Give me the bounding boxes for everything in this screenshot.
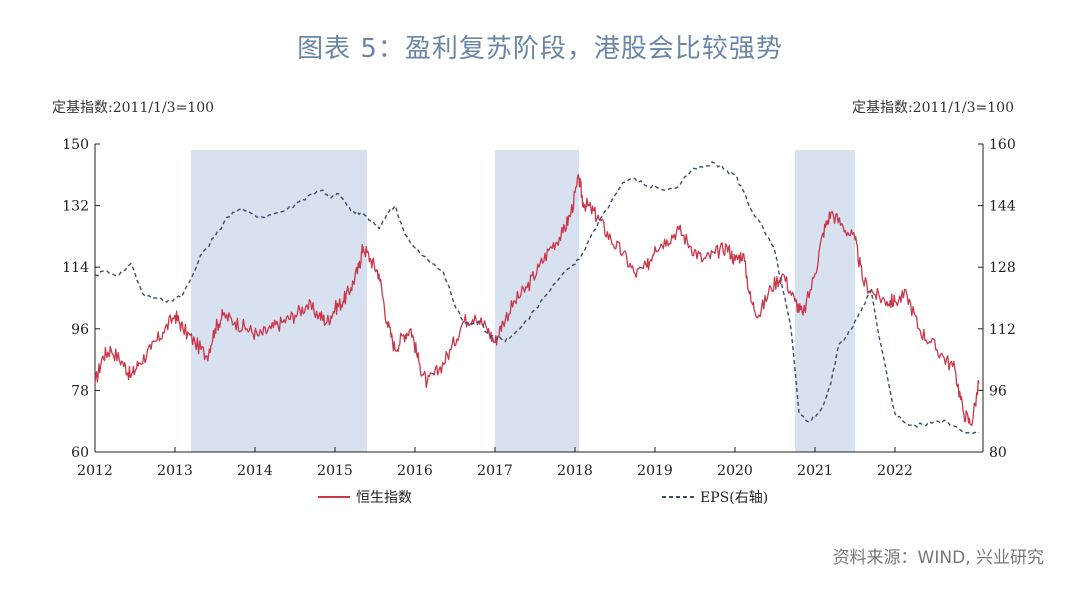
chart-title: 图表 5：盈利复苏阶段，港股会比较强势 xyxy=(297,34,783,64)
x-tick-label: 2021 xyxy=(797,463,833,479)
shaded-period-2 xyxy=(495,150,579,452)
x-tick-label: 2013 xyxy=(157,463,193,479)
shaded-periods xyxy=(191,150,855,452)
x-tick-label: 2017 xyxy=(477,463,513,479)
left-tick-label: 96 xyxy=(71,322,89,338)
axes: 60 78 96 114 132 150 80 96 112 128 144 160 2012 2013 2… xyxy=(62,137,1016,479)
right-tick-label: 144 xyxy=(989,199,1016,215)
legend-label-eps: EPS(右轴) xyxy=(700,490,768,506)
x-tick-label: 2018 xyxy=(557,463,593,479)
shaded-period-1 xyxy=(191,150,367,452)
x-tick-label: 2019 xyxy=(637,463,673,479)
legend-label-hsi: 恒生指数 xyxy=(356,490,412,506)
x-tick-label: 2015 xyxy=(317,463,353,479)
x-tick-label: 2014 xyxy=(237,463,273,479)
right-tick-label: 160 xyxy=(989,137,1016,153)
right-tick-label: 128 xyxy=(989,260,1016,276)
x-tick-label: 2022 xyxy=(877,463,913,479)
right-tick-label: 80 xyxy=(989,445,1007,461)
left-tick-label: 78 xyxy=(71,383,89,399)
left-tick-label: 132 xyxy=(62,199,89,215)
shaded-period-3 xyxy=(795,150,855,452)
x-tick-label: 2020 xyxy=(717,463,753,479)
x-tick-label: 2012 xyxy=(77,463,113,479)
x-tick-label: 2016 xyxy=(397,463,433,479)
left-tick-label: 114 xyxy=(62,260,89,276)
series-line-eps xyxy=(94,161,980,435)
left-tick-label: 60 xyxy=(71,445,89,461)
left-axis-unit-label: 定基指数:2011/1/3=100 xyxy=(52,100,215,116)
right-axis-unit-label: 定基指数:2011/1/3=100 xyxy=(851,100,1014,116)
left-tick-label: 150 xyxy=(62,137,89,153)
right-tick-label: 112 xyxy=(989,322,1016,338)
legend: 恒生指数 EPS(右轴) xyxy=(318,490,768,506)
series-lines xyxy=(94,161,980,435)
right-tick-label: 96 xyxy=(989,383,1007,399)
series-line-hsi xyxy=(94,173,980,426)
source-note: 资料来源：WIND, 兴业研究 xyxy=(832,548,1044,568)
